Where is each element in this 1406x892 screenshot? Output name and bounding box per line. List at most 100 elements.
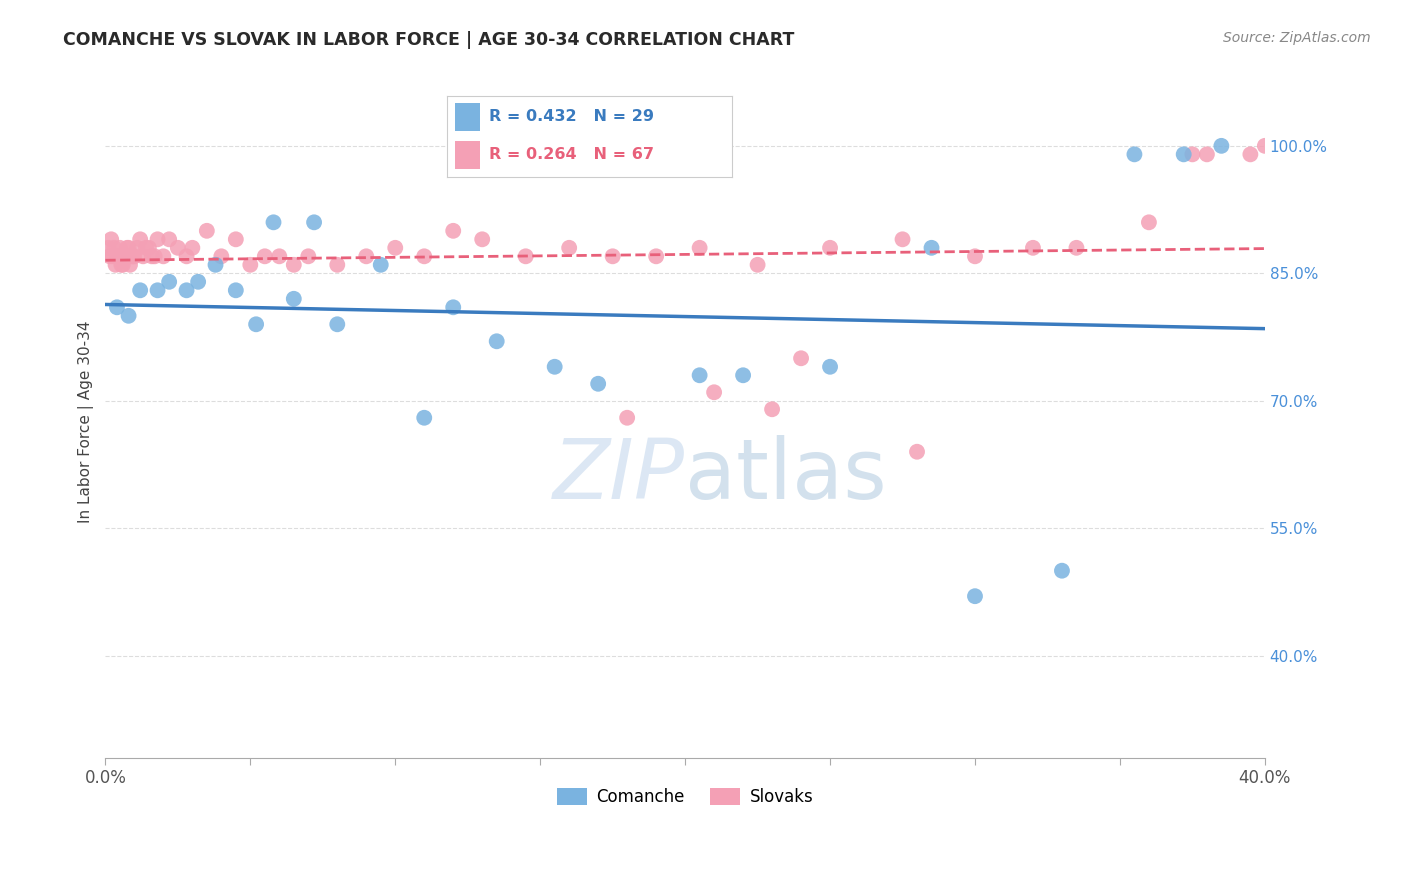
Point [1195, 147, 1218, 161]
Point [118, 258, 141, 272]
Point [110, 258, 132, 272]
Point [891, 232, 914, 246]
Point [544, 359, 567, 374]
Point [127, 241, 149, 255]
Point [166, 241, 188, 255]
Point [176, 283, 198, 297]
Point [195, 224, 218, 238]
Point [225, 232, 247, 246]
Point [204, 258, 226, 272]
Point [689, 241, 711, 255]
Point [384, 241, 406, 255]
Point [239, 258, 262, 272]
Point [100, 232, 122, 246]
Point [1211, 138, 1233, 153]
Point [689, 368, 711, 383]
Point [558, 241, 581, 255]
Point [283, 292, 305, 306]
Point [471, 232, 494, 246]
Point [135, 241, 157, 255]
Point [515, 249, 537, 263]
Point [761, 402, 783, 417]
Legend: Comanche, Slovaks: Comanche, Slovaks [550, 781, 820, 814]
Point [225, 283, 247, 297]
Point [103, 241, 125, 255]
Point [115, 241, 138, 255]
Point [176, 249, 198, 263]
Point [114, 249, 136, 263]
Point [297, 249, 319, 263]
Point [181, 241, 204, 255]
Point [129, 283, 152, 297]
Point [132, 249, 155, 263]
Point [146, 232, 169, 246]
Point [1022, 241, 1045, 255]
Point [1050, 564, 1073, 578]
Y-axis label: In Labor Force | Age 30-34: In Labor Force | Age 30-34 [79, 321, 94, 524]
Point [157, 232, 180, 246]
Point [963, 249, 986, 263]
Point [187, 275, 209, 289]
Point [370, 258, 392, 272]
Point [616, 410, 638, 425]
Point [1123, 147, 1146, 161]
Point [1066, 241, 1088, 255]
Point [356, 249, 378, 263]
Point [146, 283, 169, 297]
Text: atlas: atlas [685, 435, 887, 516]
Point [117, 241, 139, 255]
Point [818, 241, 841, 255]
Text: Source: ZipAtlas.com: Source: ZipAtlas.com [1223, 31, 1371, 45]
Point [117, 309, 139, 323]
Point [97, 241, 120, 255]
Point [112, 249, 135, 263]
Point [413, 249, 436, 263]
Point [645, 249, 668, 263]
Point [143, 249, 166, 263]
Point [101, 249, 124, 263]
Point [105, 249, 128, 263]
Text: ZIP: ZIP [553, 435, 685, 516]
Point [283, 258, 305, 272]
Point [152, 249, 174, 263]
Point [138, 241, 160, 255]
Point [245, 318, 267, 332]
Point [413, 410, 436, 425]
Point [108, 241, 131, 255]
Point [818, 359, 841, 374]
Point [302, 215, 325, 229]
Point [157, 275, 180, 289]
Point [485, 334, 508, 349]
Text: COMANCHE VS SLOVAK IN LABOR FORCE | AGE 30-34 CORRELATION CHART: COMANCHE VS SLOVAK IN LABOR FORCE | AGE … [63, 31, 794, 49]
Point [124, 249, 146, 263]
Point [905, 444, 928, 458]
Point [733, 368, 755, 383]
Point [441, 300, 464, 314]
Point [326, 258, 349, 272]
Point [921, 241, 943, 255]
Point [269, 249, 291, 263]
Point [253, 249, 276, 263]
Point [111, 258, 134, 272]
Point [441, 224, 464, 238]
Point [703, 385, 725, 400]
Point [105, 300, 128, 314]
Point [747, 258, 769, 272]
Point [121, 249, 143, 263]
Point [122, 249, 145, 263]
Point [586, 376, 609, 391]
Point [104, 258, 127, 272]
Point [790, 351, 813, 366]
Point [209, 249, 232, 263]
Point [263, 215, 285, 229]
Point [1254, 138, 1277, 153]
Point [107, 249, 129, 263]
Point [1181, 147, 1204, 161]
Point [1173, 147, 1195, 161]
Point [963, 589, 986, 603]
Point [141, 249, 163, 263]
Point [1137, 215, 1160, 229]
Point [326, 318, 349, 332]
Point [1239, 147, 1261, 161]
Point [129, 232, 152, 246]
